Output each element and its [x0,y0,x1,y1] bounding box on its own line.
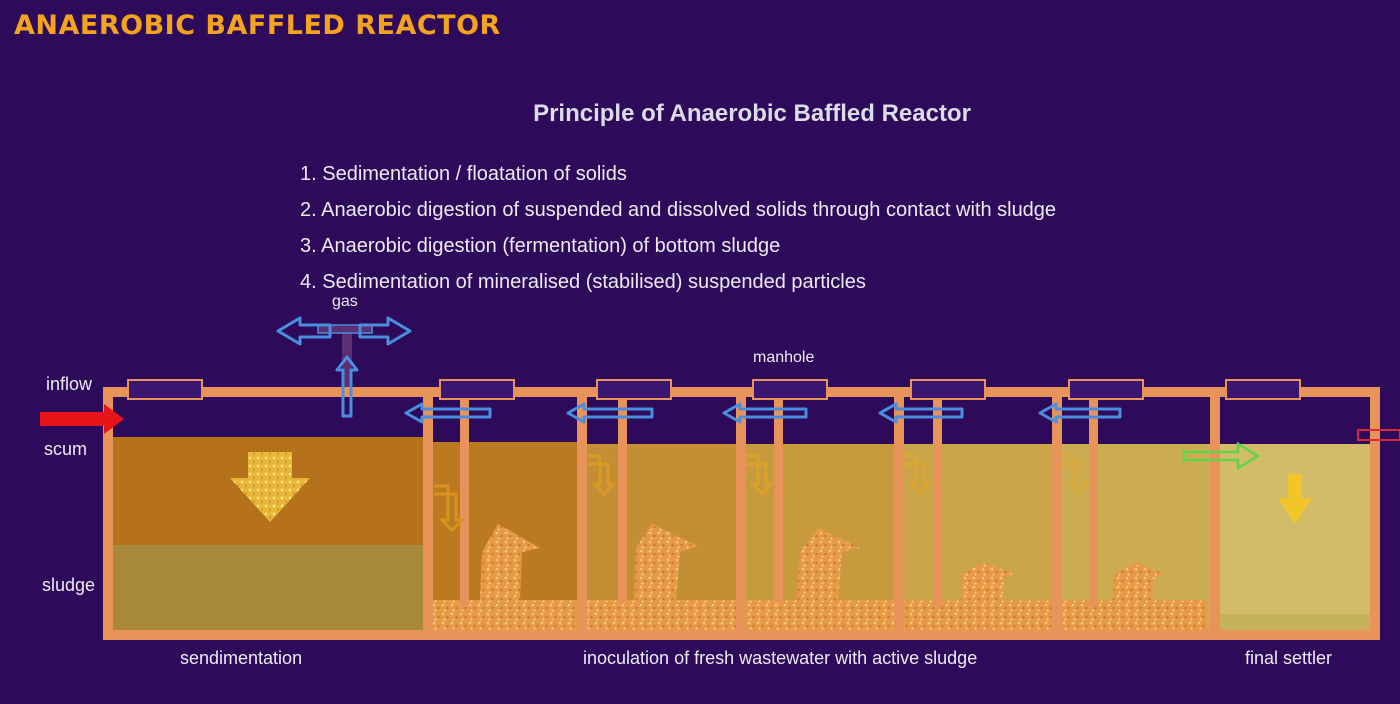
sludge-bed [432,524,1207,632]
outlet-pipe [1357,429,1400,441]
scum-label: scum [44,439,88,459]
sedimentation-down-arrow [230,452,310,522]
downflow-arrows [434,454,1091,533]
inoculation-label: inoculation of fresh wastewater with act… [583,648,978,668]
settling-down-arrow [1278,474,1312,524]
gas-label: gas [332,293,358,310]
step-item: 2. Anaerobic digestion of suspended and … [300,199,1057,221]
step-item: 3. Anaerobic digestion (fermentation) of… [300,235,781,257]
principle-steps-list: 1. Sedimentation / floatation of solids … [300,160,1056,304]
final-settler-label: final settler [1245,648,1333,668]
manhole-label: manhole [753,349,815,366]
manhole-covers [127,379,1301,400]
step-item: 4. Sedimentation of mineralised (stabili… [300,271,866,293]
tank-walls [103,387,1380,640]
sedimentation-label: sendimentation [180,648,303,668]
page-header-title: ANAEROBIC BAFFLED REACTOR [14,10,501,41]
sludge-label: sludge [42,575,96,595]
inflow-arrow [40,404,124,434]
gas-collection-arrows [404,402,1122,424]
gas-vent-pipe [317,324,373,387]
inflow-label: inflow [46,374,93,394]
step-item: 1. Sedimentation / floatation of solids [300,163,627,185]
outflow-arrow [1182,441,1261,471]
gas-release-arrows [276,316,412,418]
diagram-title: Principle of Anaerobic Baffled Reactor [533,100,971,127]
